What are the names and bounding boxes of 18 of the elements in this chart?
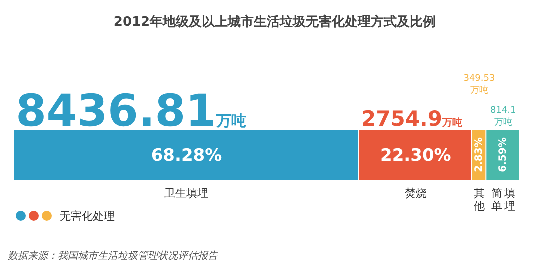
text: 814.1万吨 bbox=[490, 106, 516, 128]
annotation: 2754.9万吨 bbox=[361, 107, 463, 131]
bar bbox=[14, 130, 358, 180]
bar bbox=[486, 130, 519, 180]
text: 349.53万吨 bbox=[464, 74, 496, 96]
source-note: 数据来源：我国城市生活垃圾管理状况评估报告 bbox=[8, 250, 219, 262]
series-label: 焚烧 bbox=[404, 187, 427, 200]
series-label: 简单填埋 bbox=[491, 187, 516, 213]
data-label: 68.28% bbox=[151, 146, 222, 166]
data-label: 2.83% bbox=[474, 138, 485, 172]
series-label: 其他 bbox=[474, 187, 485, 213]
series-label: 卫生填埋 bbox=[164, 187, 209, 200]
chart-title: 2012年地级及以上城市生活垃圾无害化处理方式及比例 bbox=[114, 14, 436, 30]
data-label: 6.59% bbox=[498, 138, 509, 172]
annotation: 8436.81万吨 bbox=[16, 86, 246, 137]
bar bbox=[359, 130, 472, 180]
data-label: 22.30% bbox=[380, 146, 452, 166]
legend-title: 无害化处理 bbox=[60, 210, 115, 223]
